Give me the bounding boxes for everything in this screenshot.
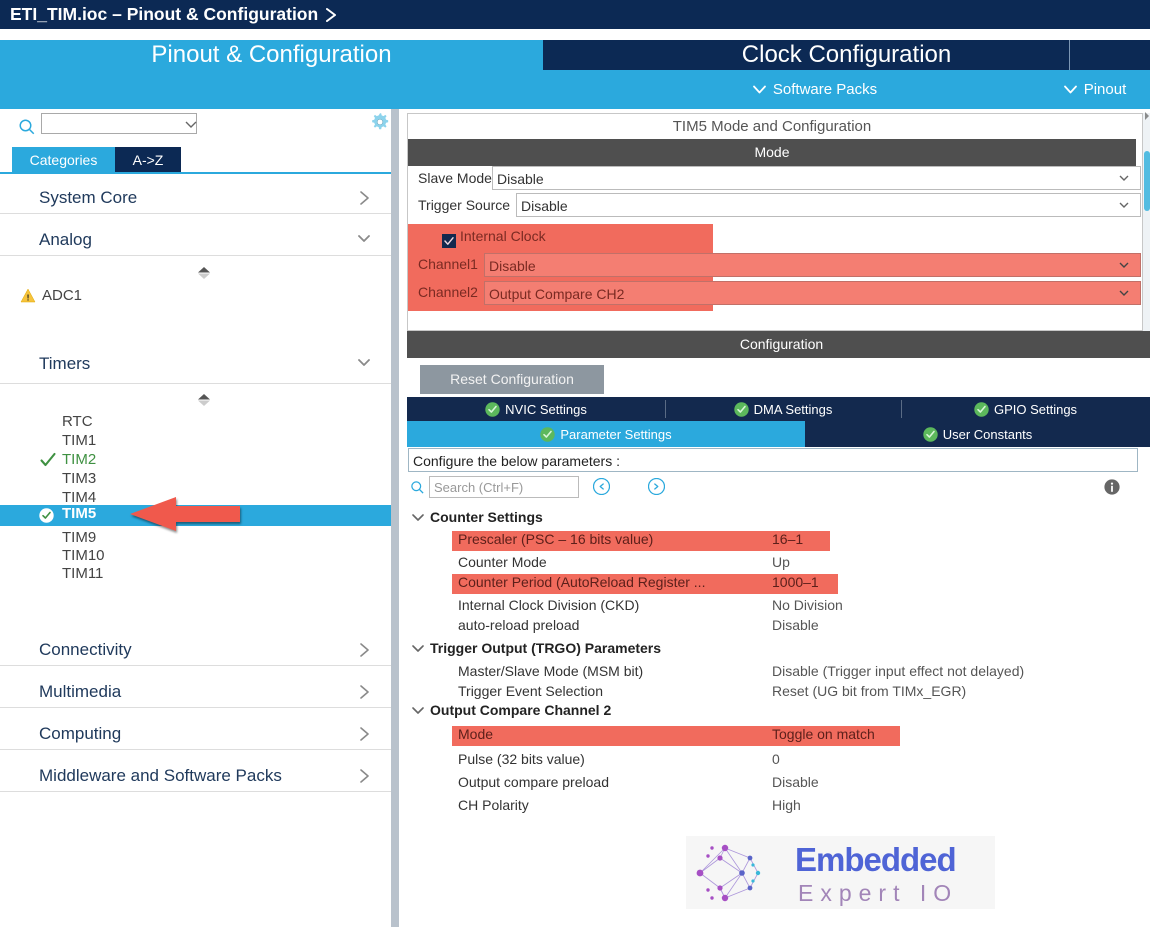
svg-text:!: ! [27,293,30,303]
